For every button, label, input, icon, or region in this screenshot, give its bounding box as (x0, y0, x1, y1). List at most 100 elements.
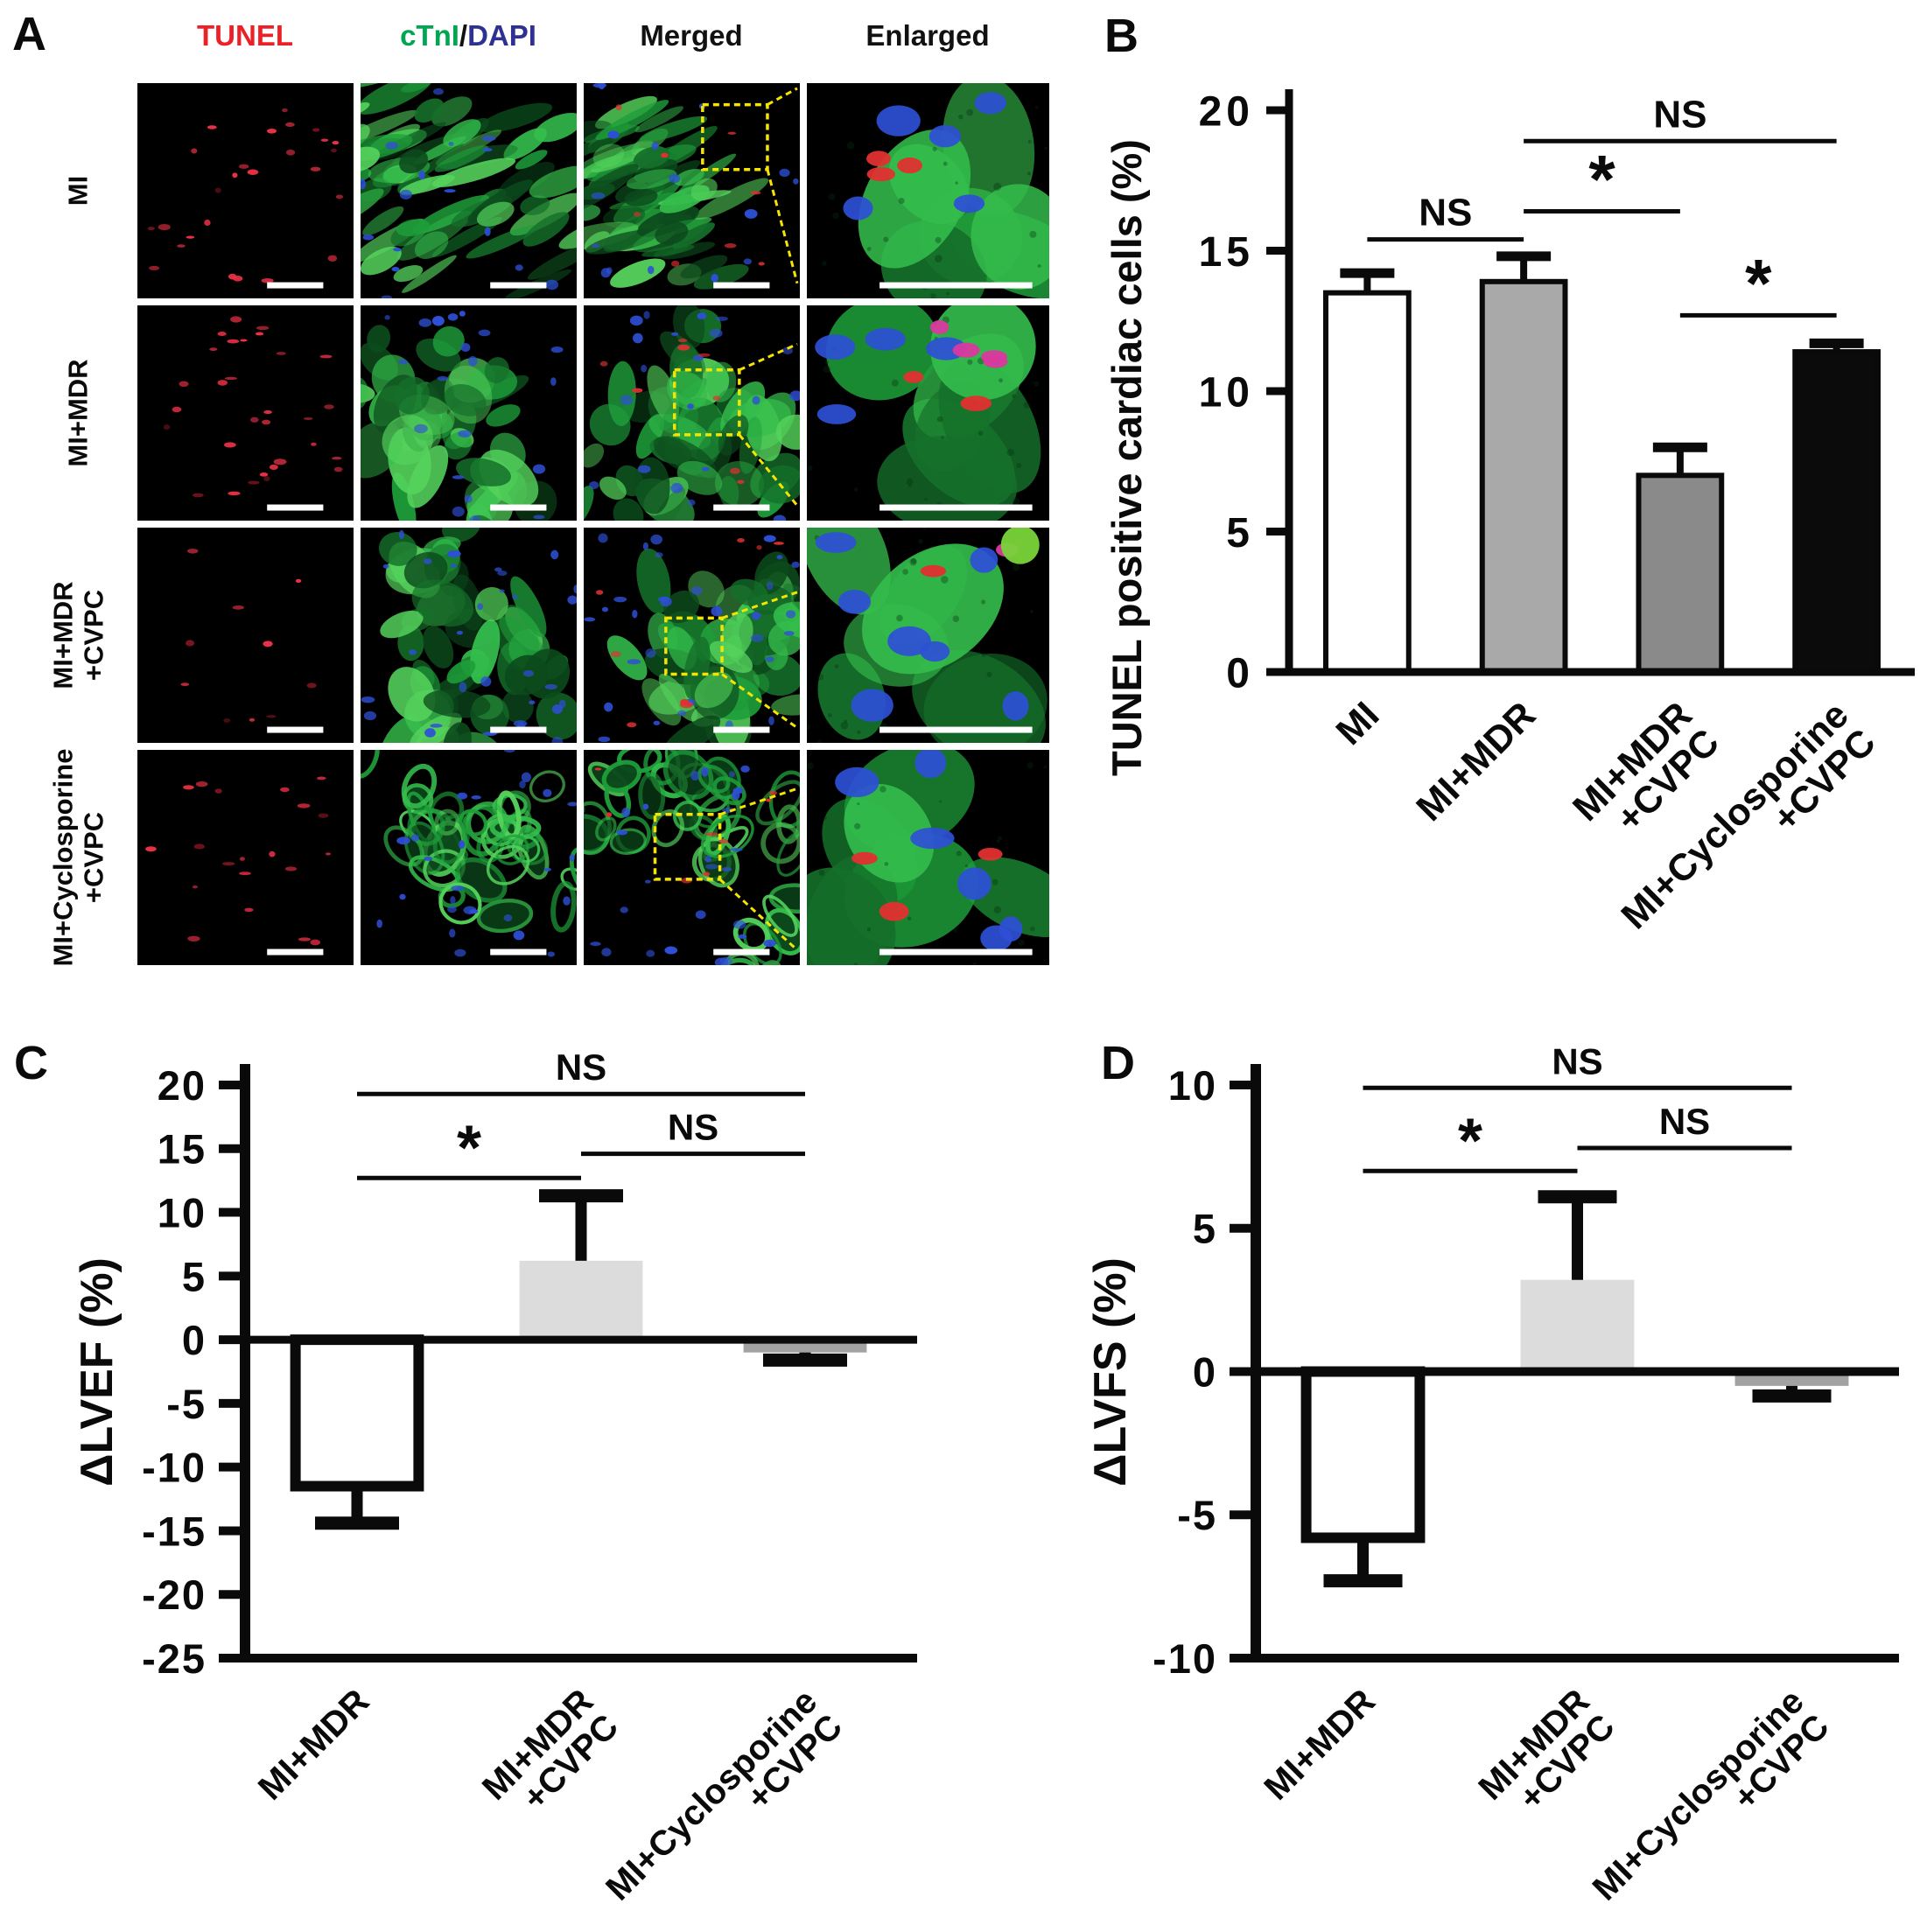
scale-bar (879, 948, 1033, 956)
x-category-label: MI+MDR (251, 1682, 377, 1808)
inset-box (672, 368, 741, 437)
micrograph-enlarged (807, 750, 1049, 965)
micrograph-tunel (137, 528, 354, 743)
inset-box (701, 102, 769, 172)
y-tick-label: 10 (1168, 1062, 1217, 1109)
bars (1323, 278, 1881, 675)
bar (1323, 290, 1412, 675)
stain-content (584, 533, 800, 743)
scale-bar (490, 282, 547, 289)
bar (1792, 349, 1881, 675)
column-header-dapi-part: DAPI (467, 19, 536, 52)
y-tick-label: 10 (158, 1189, 207, 1236)
column-header-slash-part: / (459, 19, 468, 52)
inset-box (664, 616, 724, 676)
stain-content (163, 316, 343, 498)
scale-bar (713, 726, 770, 733)
inset-connector (718, 878, 799, 951)
micrograph-enlarged (807, 83, 1049, 298)
y-tick-label: 0 (182, 1317, 207, 1363)
inset-connector (739, 342, 798, 372)
micrograph-enlarged (807, 305, 1049, 521)
micrograph-tunel (137, 750, 354, 965)
scale-bar (490, 726, 547, 733)
y-tick-label: 5 (1226, 510, 1254, 556)
error-bars (1340, 251, 1864, 476)
y-tick-label: -5 (166, 1381, 207, 1427)
column-header-ctni-dapi: cTnI/DAPI (400, 19, 536, 52)
stain-content (822, 83, 1049, 298)
stain-content (145, 776, 331, 946)
y-tick-label: -20 (142, 1572, 207, 1618)
y-axis-title: ΔLVFS (%) (1085, 1257, 1136, 1487)
significance-label: NS (1419, 192, 1472, 234)
scale-bar (879, 282, 1033, 289)
x-category-label: MI+MDR+CVPC (1471, 1682, 1622, 1832)
scale-bar (879, 726, 1033, 733)
column-header-tunel: TUNEL (197, 19, 293, 52)
scale-bar (713, 948, 770, 956)
chart-delta-lvfs: * NS NS 10 5 0 -5 -10 ΔLVFS (%) MI+MDR MI+MDR+CVPC… (1085, 1040, 1899, 1908)
panel-c-letter: C (14, 1037, 48, 1089)
inset-connector (721, 591, 798, 620)
y-tick-label: 5 (1193, 1206, 1217, 1252)
significance-label: * (1745, 244, 1772, 321)
significance-brackets: * NS NS (357, 1046, 805, 1183)
stain-content (584, 750, 800, 965)
inset-connector (738, 433, 799, 507)
y-tick-label: -10 (1153, 1635, 1217, 1682)
y-tick-label: -25 (142, 1635, 207, 1682)
column-header-enlarged: Enlarged (865, 19, 990, 52)
significance-brackets: * NS NS (1363, 1040, 1792, 1176)
significance-label: * (1458, 1106, 1482, 1176)
x-category-label: MI+MDR+CVPC (475, 1682, 626, 1832)
scale-bar (713, 282, 770, 289)
panel-d-letter: D (1101, 1037, 1135, 1089)
significance-label: NS (1659, 1101, 1710, 1142)
panel-a-letter: A (12, 8, 46, 60)
bar (1520, 1279, 1635, 1372)
x-category-label: MI+MDR (1408, 694, 1544, 830)
stain-content (361, 311, 564, 521)
scale-bar (713, 504, 770, 511)
micrograph-ctni-dapi (361, 83, 577, 298)
scale-bar (879, 504, 1033, 511)
significance-label: NS (1552, 1040, 1602, 1082)
scale-bar (267, 726, 324, 733)
y-tick-label: 20 (158, 1062, 207, 1109)
scale-bar (490, 504, 547, 511)
y-axis-title: TUNEL positive cardiac cells (%) (1104, 139, 1150, 776)
y-tick-label: -5 (1177, 1492, 1217, 1538)
y-tick-label: 15 (158, 1126, 207, 1172)
y-axis: 20 15 10 5 0 (1199, 88, 1293, 696)
column-header-merged: Merged (640, 19, 743, 52)
micrograph-merged (584, 305, 800, 521)
inset-connector (719, 787, 798, 816)
micrograph-ctni-dapi (361, 528, 577, 743)
inset-connector (766, 169, 799, 284)
error-bars (315, 1189, 847, 1530)
chart-tunel-positive-cells: NS * NS * 20 15 10 5 0 TUNEL positive cardiac cel… (1104, 88, 1915, 937)
y-tick-label: -10 (142, 1445, 207, 1491)
y-tick-label: -15 (142, 1508, 207, 1554)
micrograph-ctni-dapi (361, 750, 577, 965)
micrograph-tunel (137, 305, 354, 521)
micrograph-ctni-dapi (361, 305, 577, 521)
y-tick-label: 0 (1226, 650, 1254, 696)
stain-content (147, 108, 344, 284)
bars (1300, 1279, 1849, 1544)
y-tick-label: 5 (182, 1253, 207, 1299)
inset-connector (721, 673, 798, 730)
stain-content (361, 528, 577, 743)
bar (290, 1334, 424, 1492)
bars (290, 1260, 867, 1492)
inset-box (653, 813, 722, 881)
error-bars (1323, 1190, 1832, 1588)
scale-bar (267, 948, 324, 956)
significance-brackets: NS * NS * (1367, 93, 1837, 321)
row-label: MI+Cyclosporine +CVPC (47, 748, 109, 967)
y-axis: 20 15 10 5 0 -5 -10 -15 -20 -25 (142, 1062, 250, 1682)
